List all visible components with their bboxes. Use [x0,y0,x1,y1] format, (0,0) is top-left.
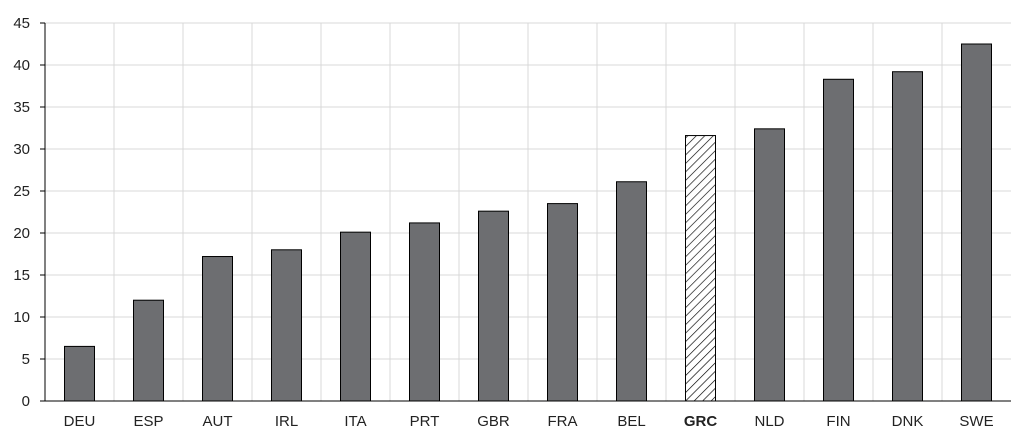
grid-lines [45,23,1011,401]
y-tick-label: 25 [13,183,30,200]
x-tick-labels: DEU ESP AUT IRL ITA PRT GBR FRA BEL GRC NLD FIN DNK S… [64,413,994,430]
axes [40,23,1011,401]
bar-nld [755,129,785,401]
x-tick-label-prt: PRT [410,413,440,430]
y-tick-labels: 0 5 10 15 20 25 30 35 40 45 [13,15,30,410]
y-tick-label: 40 [13,57,30,74]
bar-bel [617,182,647,401]
bar-fin [824,79,854,401]
x-tick-label-bel: BEL [617,413,645,430]
x-tick-label-ita: ITA [344,413,366,430]
y-tick-label: 10 [13,309,30,326]
x-tick-label-fra: FRA [548,413,578,430]
bar-prt [410,223,440,401]
y-tick-label: 35 [13,99,30,116]
x-tick-label-aut: AUT [203,413,233,430]
y-tick-label: 20 [13,225,30,242]
bar-irl [272,250,302,401]
bar-swe [962,44,992,401]
y-tick-label: 30 [13,141,30,158]
bar-esp [134,300,164,401]
bar-deu [65,346,95,401]
y-tick-label: 5 [22,351,30,368]
x-tick-label-gbr: GBR [477,413,510,430]
y-tick-label: 15 [13,267,30,284]
x-tick-label-irl: IRL [275,413,298,430]
x-tick-label-grc: GRC [684,413,718,430]
bar-grc [686,136,716,401]
x-tick-label-fin: FIN [826,413,850,430]
x-tick-label-nld: NLD [754,413,784,430]
x-tick-label-dnk: DNK [892,413,924,430]
x-tick-label-swe: SWE [959,413,993,430]
bar-gbr [479,211,509,401]
x-tick-label-deu: DEU [64,413,96,430]
y-tick-label: 45 [13,15,30,32]
x-tick-label-esp: ESP [133,413,163,430]
bar-fra [548,204,578,401]
bar-ita [341,232,371,401]
bar-aut [203,257,233,401]
y-tick-label: 0 [22,393,30,410]
bar-dnk [893,72,923,401]
